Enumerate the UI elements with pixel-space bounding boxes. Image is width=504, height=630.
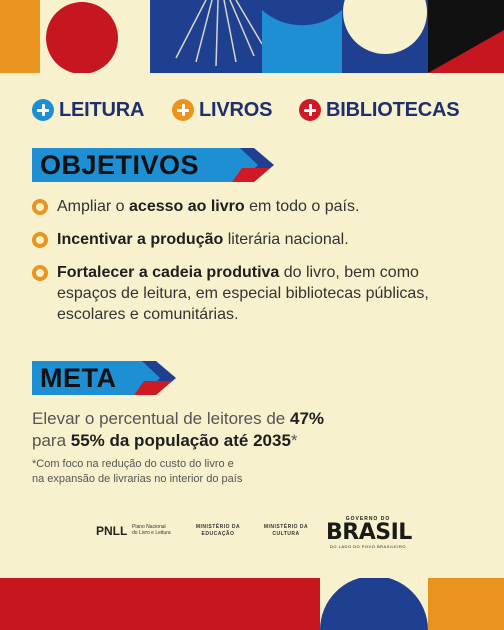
plus-livros: LIVROS — [172, 93, 272, 127]
plus-label-livros: LIVROS — [199, 98, 273, 121]
objective-bold: acesso ao livro — [129, 198, 245, 215]
objective-text: do livro, bem como espaços de leitura, e… — [57, 264, 429, 323]
plus-header: LEITURA LIVROS BIBLIOTECAS — [0, 93, 504, 127]
meta-text-part: para — [32, 431, 71, 450]
meta-text-part: * — [290, 431, 298, 450]
plus-icon — [32, 99, 54, 121]
objective-item: Fortalecer a cadeia produtiva do livro, … — [32, 262, 472, 325]
top-decorative-band — [0, 0, 504, 73]
pnll-logo-subtitle: Plano Nacional do Livro e Leitura — [132, 524, 182, 536]
bullet-icon — [32, 199, 48, 215]
plus-label-leitura: LEITURA — [59, 98, 145, 121]
objective-bold: Fortalecer a cadeia produtiva — [57, 264, 280, 281]
footnote-line-1: *Com foco na redução do custo do livro e — [32, 458, 234, 470]
min-educacao-line-1: MINISTÉRIO DA — [195, 524, 241, 530]
meta-tag-shape — [32, 361, 176, 395]
plus-icon — [172, 99, 194, 121]
plus-icon — [299, 99, 321, 121]
objetivos-title: OBJETIVOS — [40, 150, 200, 180]
objective-item: Incentivar a produção literária nacional… — [32, 229, 472, 250]
meta-bold-part: 55% da população até 2035 — [70, 431, 291, 450]
bottom-geometric-pattern — [0, 578, 504, 630]
bullet-icon — [32, 232, 48, 248]
meta-title: META — [40, 363, 117, 393]
gov-top-text: GOVERNO DO — [345, 516, 391, 522]
gov-brasil-text: BRASIL — [326, 520, 412, 545]
ministerio-educacao-logo: MINISTÉRIO DA EDUCAÇÃO — [185, 524, 251, 538]
min-cultura-line-2: CULTURA — [272, 531, 300, 537]
objetivos-tag: OBJETIVOS — [32, 148, 274, 182]
pnll-sub-line-2: do Livro e Leitura — [132, 530, 171, 536]
min-cultura-line-1: MINISTÉRIO DA — [263, 524, 309, 530]
plus-bibliotecas: BIBLIOTECAS — [299, 93, 460, 127]
footnote-line-2: na expansão de livrarias no interior do … — [32, 473, 243, 485]
gov-sub-text: DO LADO DO POVO BRASILEIRO — [330, 544, 406, 549]
objective-text: em todo o país. — [244, 198, 360, 215]
bottom-decorative-band — [0, 578, 504, 630]
objetivos-tag-shape — [32, 148, 274, 182]
pnll-sub-line-1: Plano Nacional — [132, 524, 166, 530]
bullet-icon — [32, 265, 48, 281]
logos-bar: PNLL Plano Nacional do Livro e Leitura M… — [0, 516, 504, 550]
plus-label-bibliotecas: BIBLIOTECAS — [326, 98, 460, 121]
min-educacao-line-2: EDUCAÇÃO — [201, 531, 235, 537]
objective-text: Ampliar o — [57, 198, 130, 215]
meta-tag: META — [32, 361, 176, 395]
meta-line-1: Elevar o percentual de leitores de 47% — [32, 408, 482, 430]
objective-item: Ampliar o acesso ao livro em todo o país… — [32, 196, 472, 217]
governo-brasil-logo: GOVERNO DO BRASIL DO LADO DO POVO BRASIL… — [326, 516, 412, 549]
meta-line-2: para 55% da população até 2035* — [32, 430, 482, 452]
meta-text-part: Elevar o percentual de leitores de — [32, 409, 290, 428]
plus-leitura: LEITURA — [32, 93, 144, 127]
meta-statement: Elevar o percentual de leitores de 47% p… — [32, 408, 482, 452]
ministerio-cultura-logo: MINISTÉRIO DA CULTURA — [253, 524, 319, 538]
top-geometric-pattern — [0, 0, 504, 73]
objective-bold: Incentivar a produção — [57, 231, 224, 248]
meta-bold-part: 47% — [290, 409, 325, 428]
pnll-logo: PNLL — [96, 524, 128, 538]
meta-footnote: *Com foco na redução do custo do livro e… — [32, 457, 482, 487]
objectives-list: Ampliar o acesso ao livro em todo o país… — [32, 196, 472, 337]
objective-text: literária nacional. — [223, 231, 349, 248]
